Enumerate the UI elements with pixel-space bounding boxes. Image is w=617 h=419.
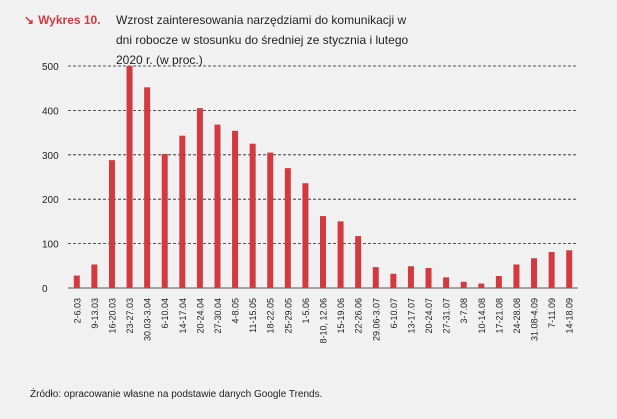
x-tick-label: 18-22.05 bbox=[266, 298, 276, 334]
x-tick-label: 20-24.04 bbox=[195, 298, 205, 334]
bar bbox=[478, 283, 485, 288]
x-tick-label: 31.08-4.09 bbox=[530, 298, 540, 341]
x-tick-label: 7-11.09 bbox=[547, 298, 557, 328]
bar bbox=[161, 153, 168, 288]
bar bbox=[460, 281, 467, 288]
bar bbox=[337, 221, 344, 288]
x-tick-label: 15-19.06 bbox=[336, 298, 346, 334]
bar bbox=[126, 66, 133, 288]
arrow-down-right-icon: ↘ bbox=[24, 13, 35, 27]
x-tick-label: 14-18.09 bbox=[565, 298, 575, 334]
bar bbox=[179, 135, 186, 288]
x-tick-label: 6-10.04 bbox=[160, 298, 170, 329]
x-tick-label: 17-21.08 bbox=[494, 298, 504, 334]
x-tick-label: 22-26.06 bbox=[354, 298, 364, 334]
x-tick-label: 10-14.08 bbox=[477, 298, 487, 334]
bar bbox=[108, 160, 115, 288]
bar bbox=[407, 266, 414, 288]
bar bbox=[232, 130, 239, 288]
bar bbox=[390, 273, 397, 288]
x-tick-label: 25-29.05 bbox=[283, 298, 293, 334]
x-tick-label: 23-27.03 bbox=[125, 298, 135, 334]
y-tick-label: 0 bbox=[42, 284, 48, 295]
x-tick-label: 16-20.03 bbox=[107, 298, 117, 334]
bar bbox=[214, 124, 221, 288]
x-tick-label: 9-13.03 bbox=[90, 298, 100, 329]
source-note: Źródło: opracowanie własne na podstawie … bbox=[30, 389, 323, 400]
x-tick-label: 2-6.03 bbox=[72, 298, 82, 324]
bar bbox=[73, 275, 80, 288]
bar bbox=[531, 258, 538, 288]
x-tick-label: 14-17.04 bbox=[178, 298, 188, 334]
y-tick-label: 400 bbox=[42, 106, 59, 117]
bar bbox=[267, 152, 274, 288]
x-tick-label: 27-30.04 bbox=[213, 298, 223, 334]
bar bbox=[513, 264, 520, 288]
x-tick-label: 20-24.07 bbox=[424, 298, 434, 334]
bar-chart: 0 100 200 300 400 500 2-6.03 9-13.03 16-20.03 23-… bbox=[42, 62, 578, 344]
y-tick-label: 300 bbox=[42, 151, 59, 162]
bar bbox=[196, 108, 203, 289]
bar bbox=[144, 87, 151, 288]
x-tick-label: 4-8.05 bbox=[231, 298, 241, 324]
y-tick-label: 200 bbox=[42, 195, 59, 206]
bar bbox=[249, 143, 256, 288]
x-tick-label: 27-31.07 bbox=[442, 298, 452, 334]
bar bbox=[320, 216, 326, 288]
y-tick-label: 100 bbox=[42, 240, 59, 251]
x-tick-label: 8-10, 12.06 bbox=[319, 298, 329, 344]
bar bbox=[548, 252, 555, 288]
y-tick-label: 500 bbox=[42, 62, 59, 73]
bar bbox=[302, 183, 309, 288]
chart-label: ↘ Wykres 10. bbox=[24, 11, 101, 29]
bar bbox=[566, 250, 573, 288]
x-tick-label: 29.06-3.07 bbox=[371, 298, 381, 341]
bar bbox=[372, 267, 379, 288]
chart-number-label: Wykres 10. bbox=[38, 13, 101, 27]
x-tick-label: 11-15.05 bbox=[248, 298, 258, 333]
x-tick-label: 1-5.06 bbox=[301, 298, 311, 324]
bar bbox=[355, 236, 362, 288]
bar bbox=[284, 168, 291, 288]
bar bbox=[495, 276, 502, 288]
x-tick-label: 6-10.07 bbox=[389, 298, 399, 329]
x-tick-label: 30.03-3.04 bbox=[143, 298, 153, 341]
bar bbox=[425, 268, 432, 288]
x-tick-label: 3-7.08 bbox=[459, 298, 469, 324]
x-tick-label: 24-28.08 bbox=[512, 298, 522, 334]
bar bbox=[443, 277, 450, 288]
x-tick-label: 13-17.07 bbox=[406, 298, 416, 334]
bar bbox=[91, 264, 98, 288]
chart-title: Wzrost zainteresowania narzędziami do ko… bbox=[116, 13, 409, 67]
